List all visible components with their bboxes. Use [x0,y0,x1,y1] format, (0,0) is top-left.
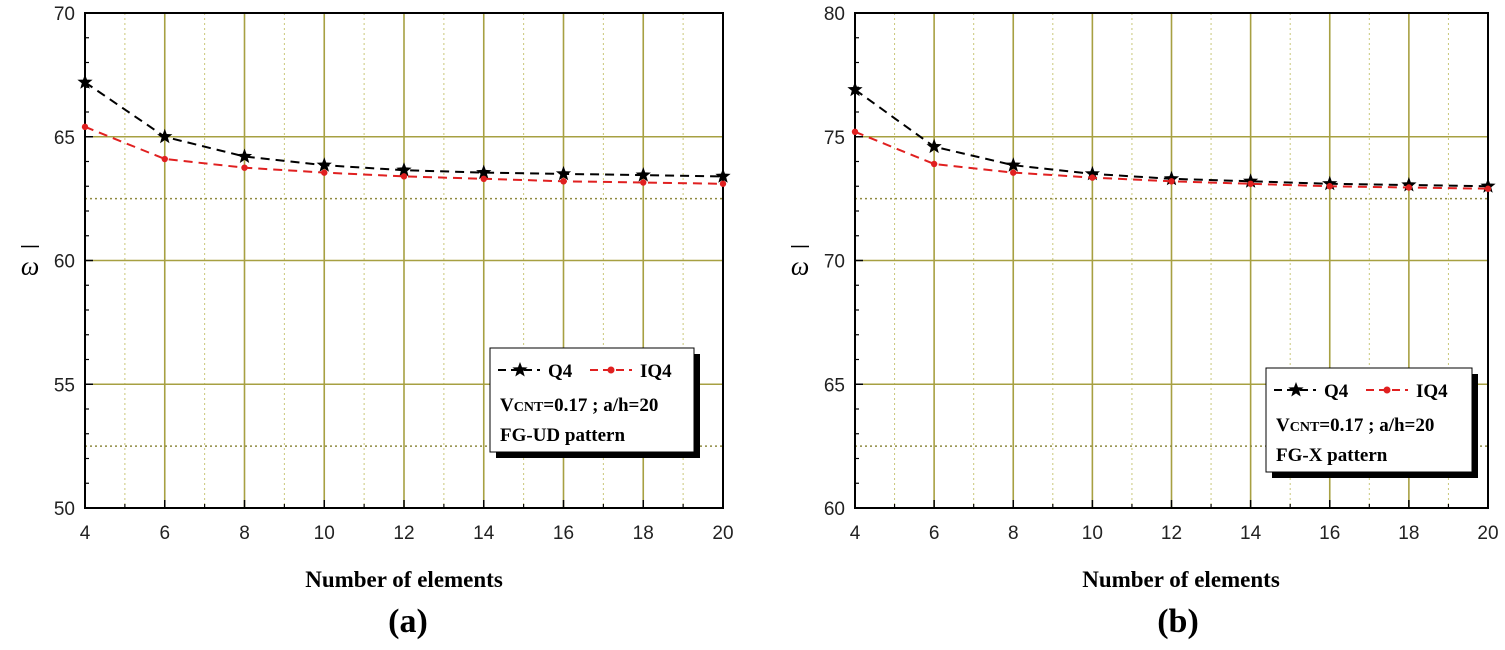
chart-a-point-iq4 [719,180,727,187]
chart-a-x-tick-label: 20 [712,523,733,544]
chart-b-x-tick-label: 20 [1477,523,1498,544]
chart-b-legend-q4-label: Q4 [1324,381,1349,402]
chart-a-point-iq4 [241,164,248,171]
chart-a-legend-param-v: V [500,395,514,416]
chart-a-x-tick-label: 16 [553,523,574,544]
panel-b: 4 6 8 10 12 14 16 18 20 60 65 70 75 80 Number of eleme… [791,4,1499,640]
chart-b-point-q4 [1163,170,1180,186]
chart-a-panel-label: (a) [388,603,428,640]
chart-a-y-axis-label: ω [21,252,39,281]
chart-a-x-tick-label: 10 [314,523,335,544]
chart-a-x-tick-label: 18 [633,523,654,544]
chart-b-point-iq4 [1484,185,1492,192]
chart-a-point-q4 [715,168,731,183]
chart-b-legend-parameters: VCNT=0.17 ; a/h=20 [1276,415,1434,436]
chart-b-x-tick-label: 6 [929,523,940,544]
chart-a-point-q4 [635,167,651,182]
chart-a-legend-param-rest: =0.17 ; a/h=20 [543,395,658,416]
chart-b-point-q4 [1084,165,1100,181]
chart-b-x-tick-label: 16 [1319,523,1340,544]
chart-b-legend-param-v: V [1276,415,1290,436]
chart-b-y-axis-label: ω [791,252,809,281]
chart-b-point-q4 [926,138,942,154]
chart-b-legend-pattern: FG-X pattern [1276,445,1388,466]
chart-a-point-iq4 [640,179,647,186]
chart-a-x-tick-label: 6 [159,523,170,544]
chart-a-y-tick-label: 55 [54,375,75,396]
chart-b-point-q4 [1005,157,1021,172]
chart-a-x-tick-label: 14 [473,523,495,544]
chart-b-point-iq4 [1168,178,1175,185]
chart-a-legend [489,347,695,453]
chart-b-legend-param-cnt: CNT [1290,420,1320,435]
chart-b-point-q4 [1401,177,1417,192]
chart-b-y-tick-label: 75 [824,128,845,149]
chart-b-x-tick-label: 18 [1398,523,1419,544]
chart-a-y-tick-label: 70 [54,4,75,25]
chart-b-x-tick-label: 14 [1240,523,1262,544]
chart-b-point-iq4 [930,160,938,168]
chart-b-x-tick-label: 4 [850,523,861,544]
chart-b-y-tick-label: 80 [824,4,845,25]
chart-a-series-line-iq4 [84,125,724,185]
chart-b-x-tick-label: 8 [1008,523,1019,544]
chart-a-point-q4 [316,157,332,172]
chart-a-point-q4 [77,74,93,89]
chart-a-y-tick-label: 50 [54,499,75,520]
chart-a-point-q4 [157,128,173,144]
chart-a-point-iq4 [161,155,168,163]
chart-b-y-tick-label: 70 [824,252,845,273]
chart-a-point-q4 [236,148,253,163]
chart-a-point-iq4 [81,123,89,131]
chart-a-point-iq4 [560,178,567,185]
chart-b-point-q4 [1322,175,1338,191]
chart-b-point-iq4 [1405,184,1413,191]
chart-a-legend-q4-marker [512,362,528,377]
chart-b-x-axis-label: Number of elements [1082,567,1280,592]
chart-a-x-tick-label: 8 [239,523,250,544]
chart-a-legend-q4-label: Q4 [548,361,573,382]
chart-a-legend-iq4-marker [607,366,615,374]
chart-b-point-iq4 [851,128,859,135]
chart-a-x-tick-label: 4 [80,523,91,544]
chart-b-legend-iq4-marker [1383,386,1391,394]
chart-a-x-axis-label: Number of elements [305,567,503,592]
chart-a-legend-param-cnt: CNT [514,400,544,415]
chart-b-y-tick-label: 60 [824,499,845,520]
chart-b-point-iq4 [1089,174,1096,181]
chart-a-point-iq4 [321,169,328,176]
chart-b-point-iq4 [1247,180,1254,187]
chart-a-legend-iq4-label: IQ4 [640,361,672,382]
chart-b-point-q4 [847,81,863,97]
chart-a-legend-parameters: VCNT=0.17 ; a/h=20 [500,395,658,416]
chart-b-panel-label: (b) [1157,603,1199,640]
chart-b-y-tick-label: 65 [824,375,845,396]
chart-a-y-tick-label: 60 [54,252,75,273]
chart-a-point-q4 [396,162,412,177]
chart-b-point-q4 [1243,173,1259,188]
chart-b-legend-iq4-label: IQ4 [1416,381,1448,402]
panel-a: 4 6 8 10 12 14 16 18 20 50 55 60 65 70 Number of eleme… [21,4,734,640]
chart-b-legend-q4-marker [1288,382,1304,397]
chart-a-legend-pattern: FG-UD pattern [500,425,625,446]
chart-b-legend-param-rest: =0.17 ; a/h=20 [1319,415,1434,436]
chart-a-point-q4 [476,164,492,180]
chart-b-point-q4 [1480,178,1496,193]
chart-a-point-q4 [555,165,572,181]
chart-b-x-tick-label: 10 [1082,523,1103,544]
chart-b-x-tick-label: 12 [1161,523,1182,544]
chart-b-point-iq4 [1326,183,1333,190]
chart-a-y-tick-label: 65 [54,128,75,149]
chart-a-x-tick-label: 12 [393,523,414,544]
chart-b-legend [1265,367,1473,473]
chart-b-point-iq4 [1010,169,1017,176]
chart-a-point-iq4 [480,175,487,183]
chart-a-point-iq4 [400,173,408,180]
